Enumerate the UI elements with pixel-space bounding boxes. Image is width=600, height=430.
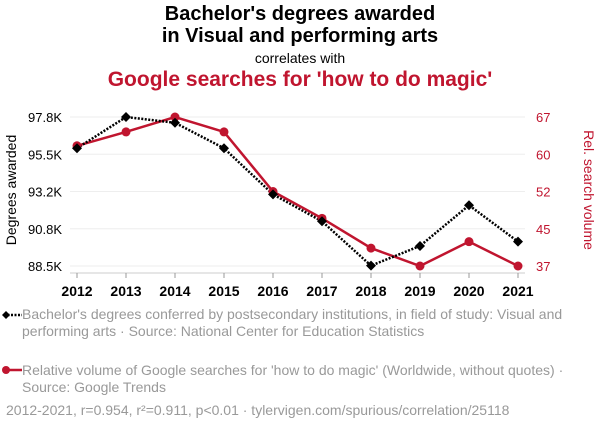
- legend-marker-searches: [2, 366, 10, 374]
- x-tick-label: 2012: [61, 283, 92, 299]
- legend-item-degrees: Bachelor's degrees conferred by postseco…: [22, 306, 563, 339]
- data-point-searches: [513, 261, 523, 271]
- data-point-searches: [219, 127, 229, 137]
- y2-tick-label: 45: [536, 222, 550, 237]
- data-point-searches: [464, 237, 474, 247]
- y2-axis-label: Rel. search volume: [581, 130, 597, 250]
- footer: 2012-2021, r=0.954, r²=0.911, p<0.01 · t…: [6, 402, 510, 418]
- data-point-degrees: [513, 236, 523, 247]
- data-point-degrees: [415, 240, 425, 251]
- y-tick-label: 97.8K: [28, 110, 62, 125]
- data-point-degrees: [72, 143, 82, 154]
- y-tick-label: 93.2K: [28, 185, 62, 200]
- chart-subtitle: Google searches for 'how to do magic': [107, 68, 493, 91]
- series-line-searches: [76, 115, 519, 268]
- data-point-degrees: [219, 143, 229, 154]
- y2-tick-label: 37: [536, 259, 550, 274]
- data-point-degrees: [366, 260, 376, 271]
- correlates-label: correlates with: [254, 50, 346, 66]
- y-tick-label: 95.5K: [28, 147, 62, 162]
- data-point-degrees: [121, 112, 131, 122]
- y2-tick-label: 67: [536, 110, 550, 125]
- data-point-searches: [366, 243, 376, 253]
- x-tick-label: 2021: [502, 283, 533, 299]
- data-point-degrees: [317, 216, 327, 227]
- legend-marker-degrees: [2, 311, 10, 319]
- y2-tick-label: 52: [536, 185, 550, 200]
- x-tick-label: 2020: [453, 283, 484, 299]
- y-tick-label: 88.5K: [28, 259, 62, 274]
- x-tick-label: 2019: [404, 283, 435, 299]
- x-tick-label: 2016: [257, 283, 288, 299]
- data-point-searches: [121, 127, 131, 137]
- y-tick-label: 90.8K: [28, 222, 62, 237]
- data-point-searches: [170, 112, 180, 122]
- x-tick-label: 2017: [306, 283, 337, 299]
- y2-tick-label: 60: [536, 147, 550, 162]
- y-axis-label: Degrees awarded: [3, 135, 19, 246]
- data-point-degrees: [464, 200, 474, 211]
- legend-item-searches: Relative volume of Google searches for '…: [22, 362, 564, 395]
- x-tick-label: 2013: [110, 283, 141, 299]
- x-tick-label: 2014: [159, 283, 190, 299]
- chart-title: Bachelor's degrees awarded in Visual and…: [161, 3, 439, 47]
- data-point-degrees: [170, 117, 180, 128]
- data-point-degrees: [268, 189, 278, 200]
- data-point-searches: [415, 261, 425, 271]
- x-tick-label: 2018: [355, 283, 386, 299]
- x-tick-label: 2015: [208, 283, 239, 299]
